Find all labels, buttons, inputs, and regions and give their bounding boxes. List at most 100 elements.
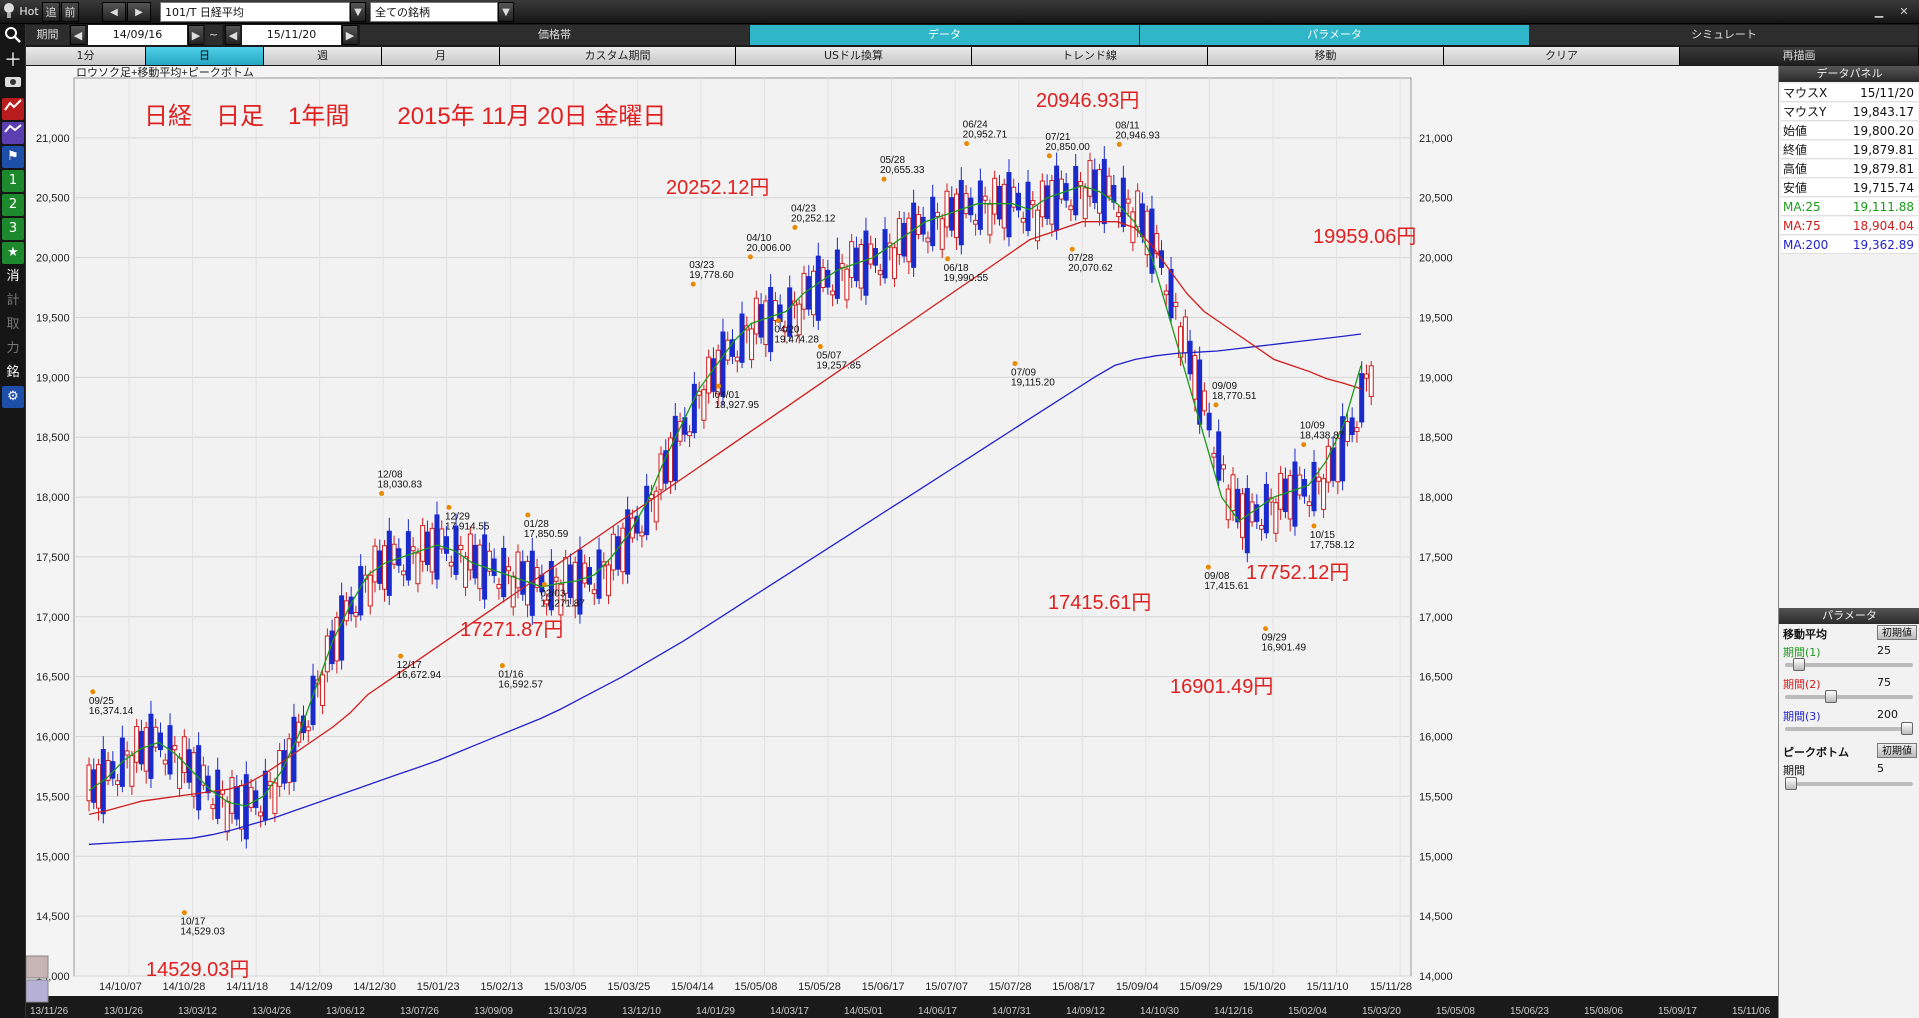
seg-day[interactable]: 日 (146, 47, 264, 65)
seg-trendline[interactable]: トレンド線 (972, 47, 1208, 65)
p2-knob[interactable] (1825, 690, 1837, 703)
peak-date: 07/09 (1011, 368, 1036, 379)
candle-body (973, 219, 979, 225)
power-button[interactable]: 力 (6, 341, 20, 356)
preset-1-button[interactable]: 1 (2, 170, 24, 192)
candle-body (1039, 180, 1045, 218)
tab-simulate[interactable]: シミュレート (1530, 25, 1919, 45)
data-panel-value: 19,800.20 (1852, 124, 1914, 138)
peak-date: 04/23 (791, 203, 816, 214)
peak-value: 19,474.28 (774, 335, 819, 346)
candle-body (396, 548, 402, 566)
candle-body (572, 561, 578, 607)
from-next-icon[interactable]: ▶ (188, 25, 204, 45)
prev-arrow-icon[interactable]: ◀ (102, 2, 126, 22)
preset-3-button[interactable]: 3 (2, 218, 24, 240)
chart-area[interactable]: 21,000 21,000 20,500 20,500 20,000 20,000 19,5… (25, 65, 1778, 1018)
seg-month[interactable]: 月 (382, 47, 500, 65)
peak-date: 01/28 (524, 519, 549, 530)
tab-data[interactable]: データ (750, 25, 1140, 45)
search-icon[interactable] (2, 26, 24, 48)
take-button[interactable]: 取 (6, 317, 20, 332)
gear-icon[interactable]: ⚙ (2, 386, 24, 408)
peak-date: 10/17 (180, 917, 205, 928)
peak-dot (1213, 402, 1219, 408)
next-arrow-icon[interactable]: ▶ (127, 2, 151, 22)
peak-slider[interactable] (1785, 777, 1913, 790)
candle-body (1206, 412, 1212, 431)
universe-dropdown-icon[interactable]: ▼ (498, 2, 514, 22)
peak-value: 17,415.61 (1204, 581, 1249, 592)
date-from-field[interactable]: 14/09/16 (88, 25, 188, 45)
bulb-icon[interactable] (2, 2, 16, 22)
peak-dot (945, 256, 951, 262)
symbol-field[interactable]: 101/T 日経平均 (160, 2, 350, 22)
seg-week[interactable]: 週 (264, 47, 382, 65)
p3-knob[interactable] (1901, 722, 1913, 735)
delete-button[interactable]: 消 (6, 269, 20, 284)
seg-redraw[interactable]: 再描画 (1680, 47, 1919, 65)
candlestick-chart[interactable]: 21,000 21,000 20,500 20,500 20,000 20,000 19,5… (25, 65, 1778, 1018)
chart-red-icon[interactable] (2, 98, 24, 120)
bottom-tick: 15/09/17 (1658, 1006, 1697, 1017)
data-panel-key: マウスY (1783, 105, 1827, 119)
from-prev-icon[interactable]: ◀ (70, 25, 86, 45)
bottom-tick: 14/05/01 (844, 1006, 883, 1017)
p1-knob[interactable] (1793, 658, 1805, 671)
tab-price-band[interactable]: 価格帯 (360, 25, 750, 45)
candle-body (787, 287, 793, 337)
p1-slider[interactable] (1785, 658, 1913, 671)
to-prev-icon[interactable]: ◀ (225, 25, 241, 45)
p3-slider[interactable] (1785, 722, 1913, 735)
y-tick-left: 14,500 (36, 911, 70, 923)
candle-body (1278, 473, 1284, 510)
stock-button[interactable]: 銘 (6, 365, 20, 380)
hot-button[interactable]: Hot (19, 5, 39, 18)
candle-body (1368, 365, 1374, 397)
peak-value: 16,592.57 (498, 680, 543, 691)
calc-button[interactable]: 計 (6, 293, 20, 308)
candle-body (687, 431, 693, 437)
data-panel-key: 安値 (1783, 181, 1808, 195)
y-tick-left: 16,000 (36, 732, 70, 744)
chart-purple-icon[interactable] (2, 122, 24, 144)
close-icon[interactable]: ✕ (1899, 5, 1909, 18)
flag-icon[interactable]: ⚑ (2, 146, 24, 168)
camera-icon[interactable] (2, 74, 24, 96)
peak-date: 04/01 (715, 390, 740, 401)
candle-body (401, 570, 407, 576)
plus-icon[interactable]: ＋ (4, 50, 22, 71)
tsui-button[interactable]: 追 (42, 2, 60, 22)
peak-init-button[interactable]: 初期値 (1877, 743, 1917, 758)
minimize-icon[interactable]: ▁ (1874, 5, 1884, 18)
candle-body (1230, 474, 1236, 512)
data-panel-row: マウスY 19,843.17 (1781, 103, 1918, 121)
seg-1min[interactable]: 1分 (26, 47, 146, 65)
seg-move[interactable]: 移動 (1208, 47, 1444, 65)
mae-button[interactable]: 前 (61, 2, 79, 22)
to-next-icon[interactable]: ▶ (342, 25, 358, 45)
universe-select[interactable]: 全ての銘柄 (370, 2, 498, 22)
p2-slider[interactable] (1785, 690, 1913, 703)
date-to-field[interactable]: 15/11/20 (242, 25, 342, 45)
ma25-line (88, 185, 1362, 807)
x-tick: 15/03/25 (607, 981, 650, 993)
ma-init-button[interactable]: 初期値 (1877, 625, 1917, 640)
seg-custom-period[interactable]: カスタム期間 (500, 47, 736, 65)
p1-value: 25 (1877, 644, 1891, 657)
tab-parameters[interactable]: パラメータ (1140, 25, 1530, 45)
peak-value: 20,655.33 (880, 165, 925, 176)
seg-clear[interactable]: クリア (1444, 47, 1680, 65)
star-icon[interactable]: ★ (2, 242, 24, 264)
seg-usd[interactable]: USドル換算 (736, 47, 972, 65)
candle-body (248, 786, 254, 808)
candle-body (906, 217, 912, 263)
peak-knob[interactable] (1785, 777, 1797, 790)
y-tick-right: 14,500 (1419, 911, 1453, 923)
peak-value: 20,070.62 (1068, 263, 1113, 274)
symbol-dropdown-icon[interactable]: ▼ (350, 2, 366, 22)
timeframe-row: 1分 日 週 月 カスタム期間 USドル換算 トレンド線 移動 クリア 再描画 (0, 46, 1919, 66)
x-tick: 15/04/14 (671, 981, 714, 993)
preset-2-button[interactable]: 2 (2, 194, 24, 216)
bottom-tick: 14/10/30 (1140, 1006, 1179, 1017)
